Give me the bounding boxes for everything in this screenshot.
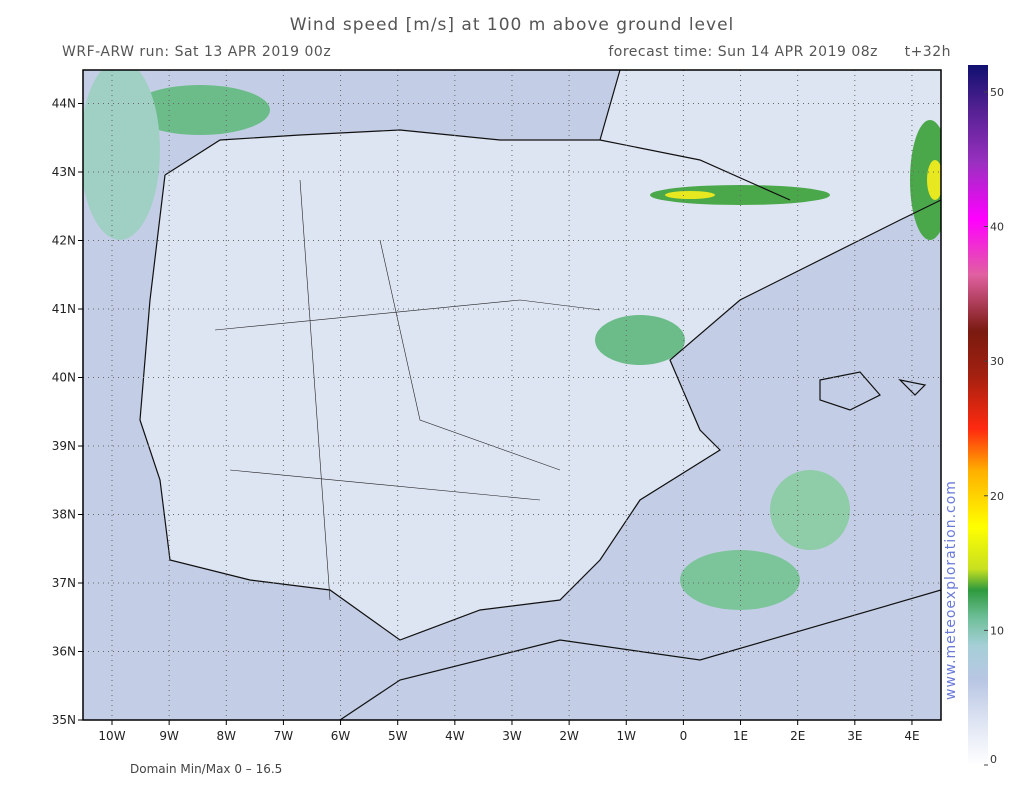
lon-label: 1E — [733, 729, 748, 743]
lat-label: 41N — [52, 302, 76, 316]
lat-label: 35N — [52, 713, 76, 727]
lon-label: 3E — [847, 729, 862, 743]
credit: www.meteoexploration.com — [943, 480, 959, 700]
colorbar-label: 30 — [990, 355, 1004, 368]
lon-label: 4E — [904, 729, 919, 743]
lead-time: t+32h — [905, 44, 951, 60]
run-info: WRF-ARW run: Sat 13 APR 2019 00z — [62, 44, 331, 60]
domain-minmax: Domain Min/Max 0 – 16.5 — [130, 762, 282, 776]
colorbar-label: 50 — [990, 86, 1004, 99]
lat-label: 40N — [52, 371, 76, 385]
colorbar — [968, 65, 988, 765]
colorbar-label: 0 — [990, 753, 997, 766]
lon-label: 0 — [680, 729, 688, 743]
lon-label: 1W — [617, 729, 637, 743]
map — [83, 70, 941, 720]
lat-label: 43N — [52, 165, 76, 179]
colorbar-label: 20 — [990, 490, 1004, 503]
lat-label: 37N — [52, 576, 76, 590]
map-frame — [82, 69, 942, 721]
lon-label: 9W — [159, 729, 179, 743]
lat-label: 44N — [52, 97, 76, 111]
lat-label: 39N — [52, 439, 76, 453]
lon-label: 6W — [331, 729, 351, 743]
lon-label: 7W — [274, 729, 294, 743]
lon-label: 2W — [559, 729, 579, 743]
lon-label: 3W — [502, 729, 522, 743]
lat-label: 36N — [52, 645, 76, 659]
lat-label: 38N — [52, 508, 76, 522]
title: Wind speed [m/s] at 100 m above ground l… — [290, 15, 735, 35]
lat-label: 42N — [52, 234, 76, 248]
forecast-time: forecast time: Sun 14 APR 2019 08z — [608, 44, 878, 60]
colorbar-label: 40 — [990, 221, 1004, 234]
lon-label: 5W — [388, 729, 408, 743]
colorbar-label: 10 — [990, 624, 1004, 637]
lon-label: 2E — [790, 729, 805, 743]
lon-label: 4W — [445, 729, 465, 743]
lon-label: 10W — [98, 729, 125, 743]
lon-label: 8W — [217, 729, 237, 743]
